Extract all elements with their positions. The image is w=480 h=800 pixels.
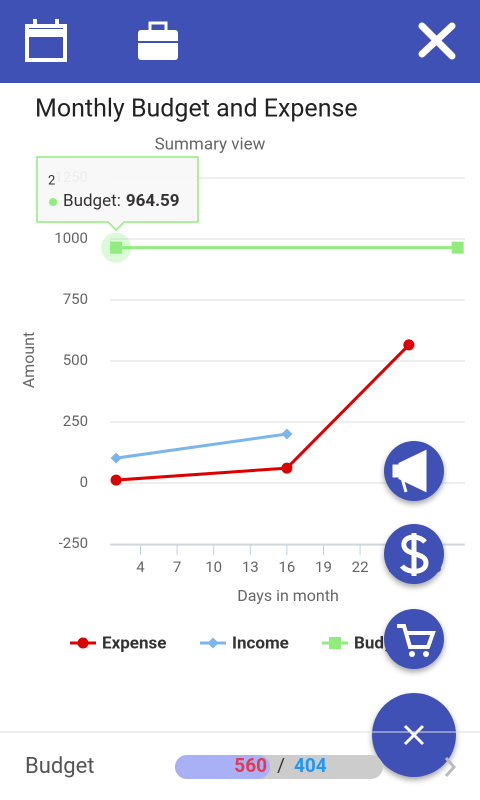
- legend-label: Expense: [102, 633, 166, 653]
- chevron[interactable]: [444, 757, 457, 777]
- cart-icon: [397, 624, 436, 649]
- y-tick-label: -250: [59, 534, 88, 552]
- data-point: [281, 428, 293, 440]
- bottom-label: Budget: [25, 754, 94, 779]
- budget-value: 404: [294, 754, 327, 777]
- dollar-icon: [400, 533, 429, 576]
- tooltip-part: 964.59: [126, 191, 180, 211]
- legend-marker: [329, 637, 341, 649]
- chart-subtitle: Summary view: [155, 134, 266, 154]
- y-tick-label: 500: [63, 351, 88, 369]
- spent-value: 560: [234, 754, 267, 777]
- separator: /: [277, 754, 285, 777]
- megaphone-icon: [392, 449, 427, 493]
- fab-cart[interactable]: [384, 609, 444, 669]
- app-bar: [0, 0, 480, 83]
- data-point: [451, 241, 464, 254]
- tools-icon[interactable]: [418, 22, 456, 60]
- legend-marker: [77, 637, 89, 649]
- chart: Monthly Budget and Expense Summary view Am…: [19, 95, 465, 777]
- x-tick-label: 7: [173, 558, 181, 576]
- y-tick-label: 0: [80, 473, 88, 491]
- data-point: [281, 462, 293, 474]
- legend-label: Income: [232, 633, 289, 653]
- briefcase-icon[interactable]: [138, 21, 178, 60]
- data-point: [110, 241, 123, 254]
- tooltip-dot: [49, 198, 57, 206]
- progress-fill: [175, 755, 270, 779]
- y-tick-label: 250: [63, 412, 88, 430]
- series-line: [115, 432, 288, 460]
- close-icon: [403, 724, 425, 746]
- series-line: [115, 343, 410, 482]
- tooltip-x: 2: [48, 173, 55, 188]
- y-axis-label: Amount: [19, 332, 38, 388]
- tooltip: [36, 156, 199, 232]
- x-tick-label: 13: [242, 558, 259, 576]
- tooltip-text: Budget: 964.59: [63, 191, 180, 211]
- tooltip-part: Budget: [63, 191, 117, 211]
- calendar-icon[interactable]: [25, 19, 67, 62]
- x-axis-label: Days in month: [237, 586, 339, 605]
- data-point: [403, 339, 415, 351]
- data-point: [110, 452, 122, 464]
- y-tick-label: 750: [63, 290, 88, 308]
- chart-title: Monthly Budget and Expense: [35, 95, 358, 124]
- data-point: [110, 474, 122, 486]
- tooltip-part: :: [117, 191, 121, 211]
- y-tick-label: 1000: [54, 229, 88, 247]
- cart-wheel: [423, 651, 429, 657]
- x-tick-label: 16: [278, 558, 295, 576]
- legend-marker: [207, 637, 219, 649]
- x-tick-label: 22: [352, 558, 369, 576]
- x-tick-label: 19: [315, 558, 332, 576]
- cart-wheel: [409, 651, 415, 657]
- x-tick-label: 10: [205, 558, 222, 576]
- x-tick-label: 4: [136, 558, 145, 576]
